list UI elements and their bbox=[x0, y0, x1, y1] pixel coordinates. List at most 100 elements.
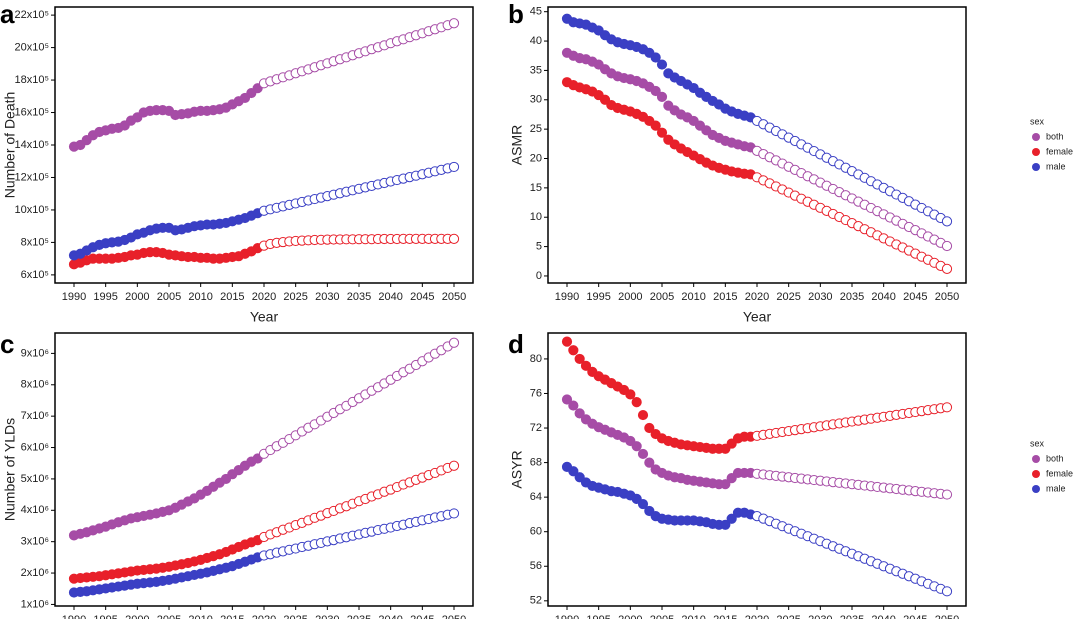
legend-label: female bbox=[1046, 468, 1073, 478]
legend-marker bbox=[1032, 455, 1040, 463]
x-tick-label: 2020 bbox=[252, 291, 276, 303]
point bbox=[720, 519, 731, 530]
y-tick-label: 10 bbox=[530, 211, 542, 223]
point bbox=[568, 345, 579, 356]
y-tick-label: 6x10⁵ bbox=[21, 269, 49, 281]
x-tick-label: 2035 bbox=[840, 614, 864, 619]
x-tick-label: 2025 bbox=[776, 291, 800, 303]
x-tick-label: 1990 bbox=[62, 614, 86, 619]
x-tick-label: 2035 bbox=[347, 614, 371, 619]
x-tick-label: 1995 bbox=[586, 291, 610, 303]
y-tick-label: 25 bbox=[530, 123, 542, 135]
point bbox=[644, 422, 655, 434]
y-tick-label: 16x10⁵ bbox=[14, 106, 49, 118]
x-tick-label: 2050 bbox=[442, 614, 466, 619]
point bbox=[574, 408, 585, 419]
y-tick-label: 18x10⁵ bbox=[14, 74, 49, 86]
legend-title: sex bbox=[1030, 116, 1045, 126]
x-tick-label: 2045 bbox=[410, 291, 434, 303]
x-tick-label: 2050 bbox=[935, 291, 959, 303]
point bbox=[448, 337, 460, 348]
point bbox=[637, 409, 649, 421]
y-tick-label: 10x10⁵ bbox=[14, 204, 49, 216]
y-tick-label: 9x10⁶ bbox=[21, 347, 49, 359]
x-tick-label: 2010 bbox=[681, 291, 705, 303]
x-tick-label: 2005 bbox=[650, 291, 674, 303]
legend-label: both bbox=[1046, 131, 1064, 141]
point bbox=[941, 402, 953, 413]
y-tick-label: 72 bbox=[530, 422, 542, 434]
point bbox=[448, 18, 460, 29]
x-tick-label: 2005 bbox=[157, 614, 181, 619]
y-tick-label: 64 bbox=[530, 491, 542, 503]
x-tick-label: 2045 bbox=[903, 614, 927, 619]
x-tick-label: 1995 bbox=[93, 291, 117, 303]
x-tick-label: 2025 bbox=[283, 291, 307, 303]
point bbox=[941, 263, 953, 275]
x-tick-label: 1995 bbox=[586, 614, 610, 619]
x-axis-label: Year bbox=[743, 309, 772, 325]
x-tick-label: 1995 bbox=[93, 614, 117, 619]
x-tick-label: 2020 bbox=[252, 614, 276, 619]
point bbox=[650, 120, 661, 131]
y-axis-label: Number of YLDs bbox=[2, 418, 18, 521]
y-tick-label: 20 bbox=[530, 152, 542, 164]
point bbox=[448, 161, 460, 173]
y-tick-label: 3x10⁶ bbox=[21, 536, 49, 548]
point bbox=[568, 400, 579, 411]
x-tick-label: 2005 bbox=[157, 291, 181, 303]
legend-label: male bbox=[1046, 161, 1066, 171]
y-tick-label: 60 bbox=[530, 526, 542, 538]
y-axis-label: ASMR bbox=[509, 125, 525, 165]
x-tick-label: 2010 bbox=[188, 291, 212, 303]
y-tick-label: 2x10⁶ bbox=[21, 567, 49, 579]
x-tick-label: 2010 bbox=[188, 614, 212, 619]
x-tick-label: 2050 bbox=[935, 614, 959, 619]
x-tick-label: 2015 bbox=[713, 291, 737, 303]
x-tick-label: 2030 bbox=[808, 614, 832, 619]
y-tick-label: 52 bbox=[530, 595, 542, 607]
x-tick-label: 2050 bbox=[442, 291, 466, 303]
x-tick-label: 2000 bbox=[125, 614, 149, 619]
legend-title: sex bbox=[1030, 438, 1045, 448]
point bbox=[941, 240, 953, 252]
y-tick-label: 15 bbox=[530, 182, 542, 194]
panel-label: c bbox=[0, 329, 14, 359]
x-tick-label: 2000 bbox=[125, 291, 149, 303]
x-tick-label: 2040 bbox=[871, 614, 895, 619]
x-tick-label: 2035 bbox=[347, 291, 371, 303]
point bbox=[580, 360, 592, 371]
point bbox=[637, 448, 649, 460]
y-tick-label: 12x10⁵ bbox=[14, 171, 49, 183]
legend-marker bbox=[1032, 163, 1040, 171]
x-axis-label: Year bbox=[250, 309, 279, 325]
legend-label: male bbox=[1046, 483, 1066, 493]
x-tick-label: 2030 bbox=[315, 291, 339, 303]
x-tick-label: 2030 bbox=[315, 614, 339, 619]
x-tick-label: 2025 bbox=[283, 614, 307, 619]
point bbox=[644, 457, 655, 468]
y-tick-label: 22x10⁵ bbox=[14, 9, 49, 21]
point bbox=[574, 353, 585, 365]
x-tick-label: 2000 bbox=[618, 614, 642, 619]
y-tick-label: 1x10⁶ bbox=[21, 598, 49, 610]
x-tick-label: 2045 bbox=[903, 291, 927, 303]
x-tick-label: 2015 bbox=[220, 291, 244, 303]
y-tick-label: 45 bbox=[530, 6, 542, 18]
legend-marker bbox=[1032, 148, 1040, 156]
x-tick-label: 2020 bbox=[745, 291, 769, 303]
point bbox=[650, 52, 661, 63]
x-tick-label: 2035 bbox=[840, 291, 864, 303]
x-tick-label: 2025 bbox=[776, 614, 800, 619]
panel-label: a bbox=[0, 0, 15, 29]
legend-marker bbox=[1032, 133, 1040, 141]
y-tick-label: 7x10⁶ bbox=[21, 410, 49, 422]
point bbox=[650, 85, 661, 97]
legend-marker bbox=[1032, 485, 1040, 493]
y-tick-label: 76 bbox=[530, 387, 542, 399]
point bbox=[656, 91, 668, 102]
point bbox=[726, 513, 737, 524]
x-tick-label: 2040 bbox=[378, 614, 402, 619]
y-tick-label: 4x10⁶ bbox=[21, 504, 49, 516]
